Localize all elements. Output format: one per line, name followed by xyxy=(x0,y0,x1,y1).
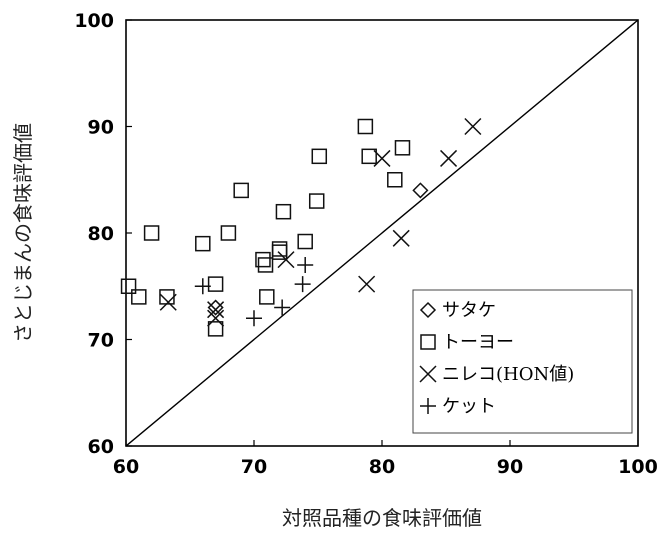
legend-box xyxy=(412,289,633,434)
data-point-square xyxy=(207,321,224,337)
data-point-diamond xyxy=(412,182,429,199)
legend-label: ケット xyxy=(442,396,496,417)
legend-marker-diamond xyxy=(419,301,437,319)
data-point-square xyxy=(297,233,313,250)
data-point-square xyxy=(259,289,275,305)
data-point-square xyxy=(271,241,288,257)
data-point-square xyxy=(311,148,328,165)
data-point-cross xyxy=(358,275,376,293)
x-axis-title: 対照品種の食味評価値 xyxy=(282,506,482,530)
y-tick-label: 80 xyxy=(88,223,114,245)
legend-marker-square xyxy=(420,334,436,350)
x-tick-label: 70 xyxy=(241,456,267,478)
x-tick-label: 60 xyxy=(113,456,139,478)
x-axis-ticks: 60 70 80 90 100 xyxy=(113,440,658,478)
data-point-square xyxy=(308,193,325,209)
data-point-cross xyxy=(440,149,458,167)
reference-line-layer xyxy=(125,19,639,447)
reference-diagonal-line xyxy=(125,19,639,447)
data-point-plus xyxy=(297,256,314,273)
data-point-square xyxy=(120,278,137,294)
data-point-square xyxy=(387,172,403,188)
data-point-square xyxy=(394,140,411,156)
data-point-square xyxy=(257,257,274,273)
legend-label: トーヨー xyxy=(442,332,514,353)
data-point-square xyxy=(357,118,374,135)
data-point-square xyxy=(195,235,211,252)
data-point-plus xyxy=(294,276,311,293)
data-point-cross xyxy=(159,293,177,311)
data-point-cross xyxy=(373,149,391,167)
data-point-square xyxy=(255,251,271,268)
data-point-plus xyxy=(246,310,262,327)
y-axis-ticks: 60 70 80 90 100 xyxy=(74,10,132,458)
y-axis-title: さとじまんの食味評価値 xyxy=(11,123,35,343)
x-tick-label: 90 xyxy=(497,456,523,478)
data-point-square xyxy=(233,182,249,199)
data-point-cross xyxy=(392,229,410,247)
data-point-square xyxy=(207,276,224,292)
legend-marker-plus xyxy=(420,398,436,414)
data-point-square xyxy=(220,225,237,241)
data-point-square xyxy=(275,203,292,220)
y-tick-label: 70 xyxy=(88,330,114,352)
data-point-cross xyxy=(207,301,225,319)
legend-label: ニレコ(HON値) xyxy=(442,364,574,385)
data-point-cross xyxy=(277,251,295,269)
data-point-plus xyxy=(274,299,291,316)
x-tick-label: 80 xyxy=(369,456,395,478)
data-points-layer xyxy=(120,117,482,337)
data-point-plus xyxy=(194,278,211,295)
y-tick-label: 60 xyxy=(88,436,114,458)
y-tick-label: 90 xyxy=(88,117,114,139)
data-point-square xyxy=(131,289,147,305)
data-point-cross xyxy=(207,309,225,327)
data-point-square xyxy=(361,148,377,165)
data-point-cross xyxy=(464,117,482,136)
x-tick-label: 100 xyxy=(618,456,658,478)
data-point-square xyxy=(143,225,160,241)
y-tick-label: 100 xyxy=(74,10,114,32)
legend-marker-cross xyxy=(419,365,437,383)
legend-label: サタケ xyxy=(442,300,496,321)
